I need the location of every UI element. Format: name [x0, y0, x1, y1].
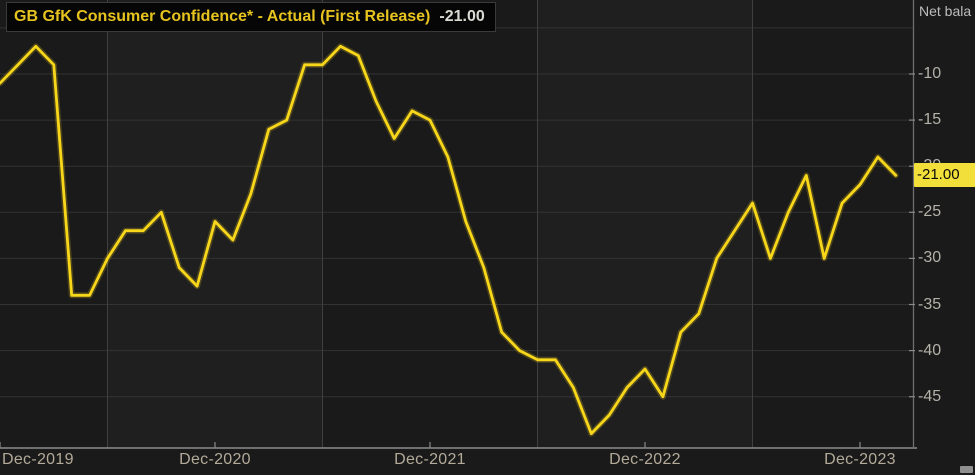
chart-title-label: GB GfK Consumer Confidence* - Actual (Fi… [14, 8, 431, 25]
chart-title[interactable]: GB GfK Consumer Confidence* - Actual (Fi… [6, 2, 496, 32]
y-tick-label: -25 [918, 203, 942, 221]
x-tick-label: Dec-2023 [824, 451, 896, 468]
current-value-badge: -21.00 [914, 163, 975, 188]
x-tick-label: Dec-2021 [394, 451, 466, 468]
year-band [752, 0, 913, 448]
year-band [322, 0, 538, 448]
resize-grip[interactable] [960, 466, 973, 473]
chart-title-value: -21.00 [439, 8, 485, 25]
y-tick-label: -40 [918, 341, 942, 359]
axis-unit-label: Net bala [919, 3, 972, 19]
x-tick-label: Dec-2020 [179, 451, 251, 468]
y-tick-label: -35 [918, 295, 942, 313]
y-tick-label: -15 [918, 111, 942, 129]
series-line [0, 44, 898, 436]
y-tick-label: -45 [918, 387, 942, 405]
x-tick-label: Dec-2022 [609, 451, 681, 468]
y-tick-label: -10 [918, 65, 942, 82]
y-tick-label: -30 [918, 249, 942, 267]
year-band [537, 0, 753, 448]
x-tick-label: Dec-2019 [2, 451, 74, 468]
